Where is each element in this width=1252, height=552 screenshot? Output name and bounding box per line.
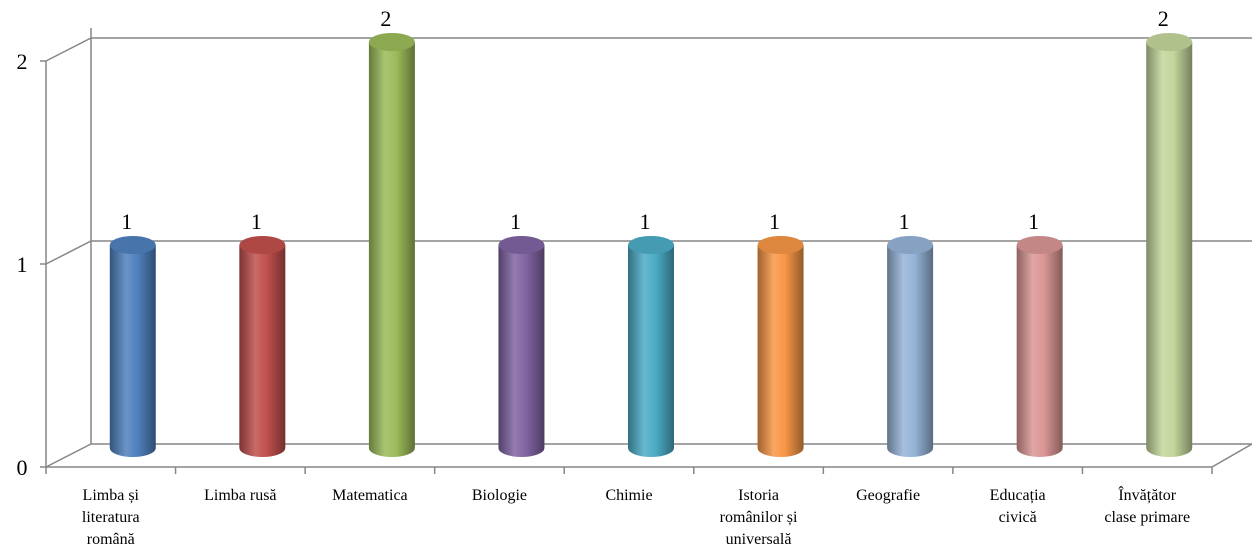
data-label: 2	[1158, 6, 1169, 31]
category-label: Biologie	[472, 487, 527, 504]
bar-body	[1016, 245, 1063, 457]
bar-top	[109, 236, 156, 254]
category-label: Geografie	[856, 487, 920, 504]
data-label: 1	[769, 209, 780, 234]
category-label: Învățător clase primare	[1104, 485, 1190, 526]
bar-body	[757, 245, 804, 457]
category-labels: Limba și literatura română Limba rusă Matema…	[82, 485, 1190, 548]
bars	[109, 33, 1193, 458]
bar	[757, 236, 804, 457]
y-tick-label: 2	[17, 49, 28, 74]
data-labels: 1 1 2 1 1 1 1 1 2	[121, 6, 1168, 234]
bar-body	[887, 245, 934, 457]
bar-body	[498, 245, 545, 457]
bar	[368, 33, 415, 457]
bar-body	[628, 245, 674, 457]
y-tick-label: 1	[17, 252, 28, 277]
category-label: Matematica	[332, 487, 408, 504]
bar-body	[109, 245, 156, 457]
data-label: 1	[121, 209, 132, 234]
bar-body	[239, 245, 286, 458]
bar-top	[628, 236, 674, 254]
bar	[1146, 33, 1193, 457]
data-label: 2	[380, 6, 391, 31]
bar-top	[1016, 236, 1063, 254]
gridline	[45, 37, 1252, 62]
bar	[498, 236, 545, 457]
category-label: Istoria românilor și universală	[720, 487, 798, 548]
bar-top	[498, 236, 545, 254]
bar-top	[239, 236, 286, 254]
data-label: 1	[510, 209, 521, 234]
y-tick-label: 0	[17, 455, 28, 480]
bar-top	[368, 33, 415, 51]
bar	[887, 236, 934, 457]
category-label: Chimie	[605, 487, 652, 504]
data-label: 1	[251, 209, 262, 234]
bar-top	[1146, 33, 1193, 51]
gridline	[45, 443, 1252, 468]
category-label: Educația civică	[990, 487, 1046, 526]
chart-walls	[40, 28, 1252, 474]
y-axis-tick-labels: 0 1 2	[17, 49, 28, 480]
data-label: 1	[640, 209, 651, 234]
bar-body	[1146, 42, 1193, 457]
bar	[239, 236, 286, 458]
bar-top	[887, 236, 934, 254]
bar-top	[757, 236, 804, 254]
category-label: Limba și literatura română	[82, 487, 140, 548]
data-label: 1	[1028, 209, 1039, 234]
bar	[1016, 236, 1063, 457]
bar	[109, 236, 156, 457]
data-label: 1	[899, 209, 910, 234]
bar-body	[368, 42, 415, 457]
category-label: Limba rusă	[204, 487, 276, 504]
bar	[628, 236, 674, 457]
gridline	[45, 240, 1252, 265]
